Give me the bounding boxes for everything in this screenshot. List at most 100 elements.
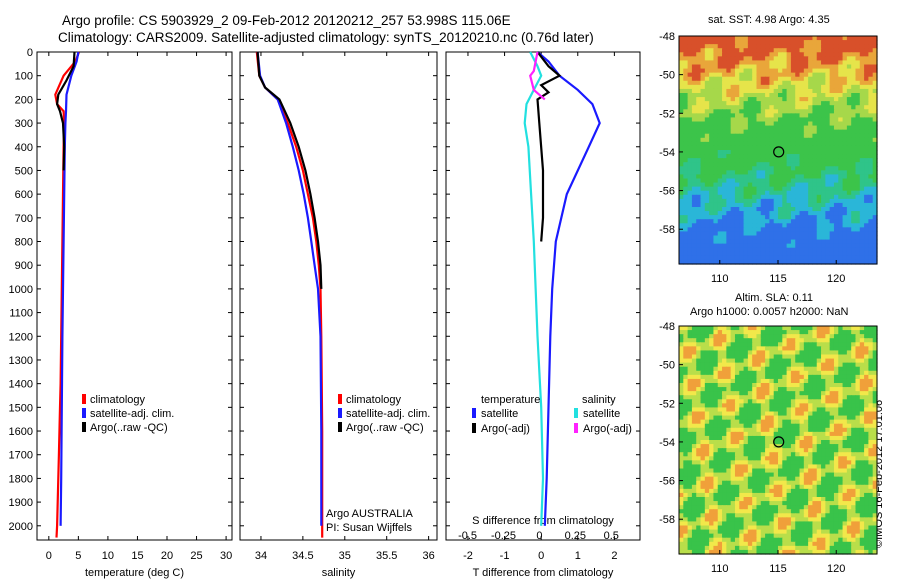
depth-tick-label: 500	[15, 165, 33, 177]
x-tick-label: 10	[102, 550, 114, 562]
series-line-climatology	[54, 51, 81, 538]
x-tick-label: 20	[161, 550, 173, 562]
depth-tick-label: 1300	[9, 355, 33, 367]
depth-tick-label: 1700	[9, 450, 33, 462]
float-position-marker	[773, 436, 785, 448]
x-tick-label: 34.5	[292, 550, 313, 562]
depth-tick-label: 1800	[9, 473, 33, 485]
lon-tick-label: 120	[827, 563, 845, 575]
legend-swatch	[338, 394, 342, 404]
sst-map	[679, 36, 878, 265]
x-tick-label: 1	[575, 550, 581, 562]
depth-tick-label: 400	[15, 142, 33, 154]
x-tick-label: -2	[463, 550, 473, 562]
series-line-argo-adj-	[536, 51, 562, 242]
legend-label: satellite	[481, 408, 518, 420]
legend-label: satellite-adj. clim.	[90, 408, 174, 420]
plot-frame-2	[239, 51, 438, 541]
depth-tick-label: 600	[15, 189, 33, 201]
depth-tick-label: 1200	[9, 331, 33, 343]
lat-tick-label: -58	[659, 224, 675, 236]
top-x-tick-label: 0	[536, 530, 542, 542]
lat-tick-label: -56	[659, 186, 675, 198]
series-line-argo-adj-	[529, 51, 546, 101]
lat-tick-label: -54	[659, 437, 675, 449]
depth-tick-label: 700	[15, 213, 33, 225]
series-line-satellite	[523, 51, 545, 526]
depth-tick-label: 1000	[9, 284, 33, 296]
legend-swatch	[82, 422, 86, 432]
top-x-tick-label: 0.5	[604, 530, 619, 542]
legend-label: climatology	[90, 394, 146, 406]
series-line-satellite	[536, 51, 601, 526]
x-tick-label: 35	[339, 550, 351, 562]
depth-tick-label: 2000	[9, 521, 33, 533]
depth-tick-label: 100	[15, 71, 33, 83]
lat-tick-label: -52	[659, 108, 675, 120]
lat-tick-label: -52	[659, 398, 675, 410]
legend-label: satellite	[583, 408, 620, 420]
depth-tick-label: 800	[15, 237, 33, 249]
legend-swatch	[338, 408, 342, 418]
depth-tick-label: 1600	[9, 426, 33, 438]
legend-label: climatology	[346, 394, 402, 406]
legend-swatch	[472, 423, 476, 433]
x-tick-label: 0	[538, 550, 544, 562]
legend-swatch	[82, 408, 86, 418]
provider-annotation: PI: Susan Wijffels	[326, 522, 412, 534]
legend-swatch	[574, 408, 578, 418]
depth-tick-label: 1900	[9, 497, 33, 509]
lon-tick-label: 115	[769, 563, 787, 575]
legend-label: Argo(-adj)	[481, 423, 530, 435]
lat-tick-label: -54	[659, 147, 675, 159]
lat-tick-label: -50	[659, 360, 675, 372]
series-line-argo-raw-qc-	[55, 51, 76, 171]
depth-tick-label: 1400	[9, 379, 33, 391]
x-tick-label: 2	[611, 550, 617, 562]
depth-tick-label: 300	[15, 118, 33, 130]
top-x-tick-label: -0.25	[491, 530, 516, 542]
depth-tick-label: 900	[15, 260, 33, 272]
legend-swatch	[82, 394, 86, 404]
x-tick-label: 34	[255, 550, 267, 562]
legend-swatch	[574, 423, 578, 433]
depth-tick-label: 200	[15, 94, 33, 106]
lat-tick-label: -56	[659, 476, 675, 488]
depth-tick-label: 0	[27, 47, 33, 59]
float-position-marker	[773, 146, 785, 158]
lon-tick-label: 115	[769, 273, 787, 285]
legend-swatch	[338, 422, 342, 432]
x-tick-label: 36	[422, 550, 434, 562]
lat-tick-label: -58	[659, 514, 675, 526]
lat-tick-label: -48	[659, 321, 675, 333]
x-tick-label: 15	[131, 550, 143, 562]
plot-frame-1	[36, 51, 233, 541]
x-axis-label: salinity	[322, 567, 356, 579]
top-x-axis-label: S difference from climatology	[472, 515, 614, 527]
series-line-argo-raw-qc-	[256, 51, 323, 289]
legend-label: satellite-adj. clim.	[346, 408, 430, 420]
legend-swatch	[472, 408, 476, 418]
x-tick-label: 25	[190, 550, 202, 562]
legend-label: Argo(-adj)	[583, 423, 632, 435]
sla-map-title-line1: Altim. SLA: 0.11	[735, 292, 814, 304]
sst-map-title: sat. SST: 4.98 Argo: 4.35	[708, 14, 830, 26]
legend-label: Argo(..raw -QC)	[90, 422, 168, 434]
x-tick-label: 30	[220, 550, 232, 562]
depth-tick-label: 1500	[9, 402, 33, 414]
x-tick-label: 35.5	[376, 550, 397, 562]
lat-tick-label: -48	[659, 31, 675, 43]
x-tick-label: 5	[75, 550, 81, 562]
lon-tick-label: 120	[827, 273, 845, 285]
x-axis-label: temperature (deg C)	[85, 567, 184, 579]
top-x-tick-label: -0.5	[458, 530, 477, 542]
depth-tick-label: 1100	[9, 308, 33, 320]
lat-tick-label: -50	[659, 70, 675, 82]
legend-header: temperature	[481, 394, 540, 406]
x-tick-label: 0	[46, 550, 52, 562]
series-line-satellite-adj-clim-	[59, 51, 80, 526]
lon-tick-label: 110	[711, 563, 729, 575]
legend-label: Argo(..raw -QC)	[346, 422, 424, 434]
x-tick-label: -1	[500, 550, 510, 562]
